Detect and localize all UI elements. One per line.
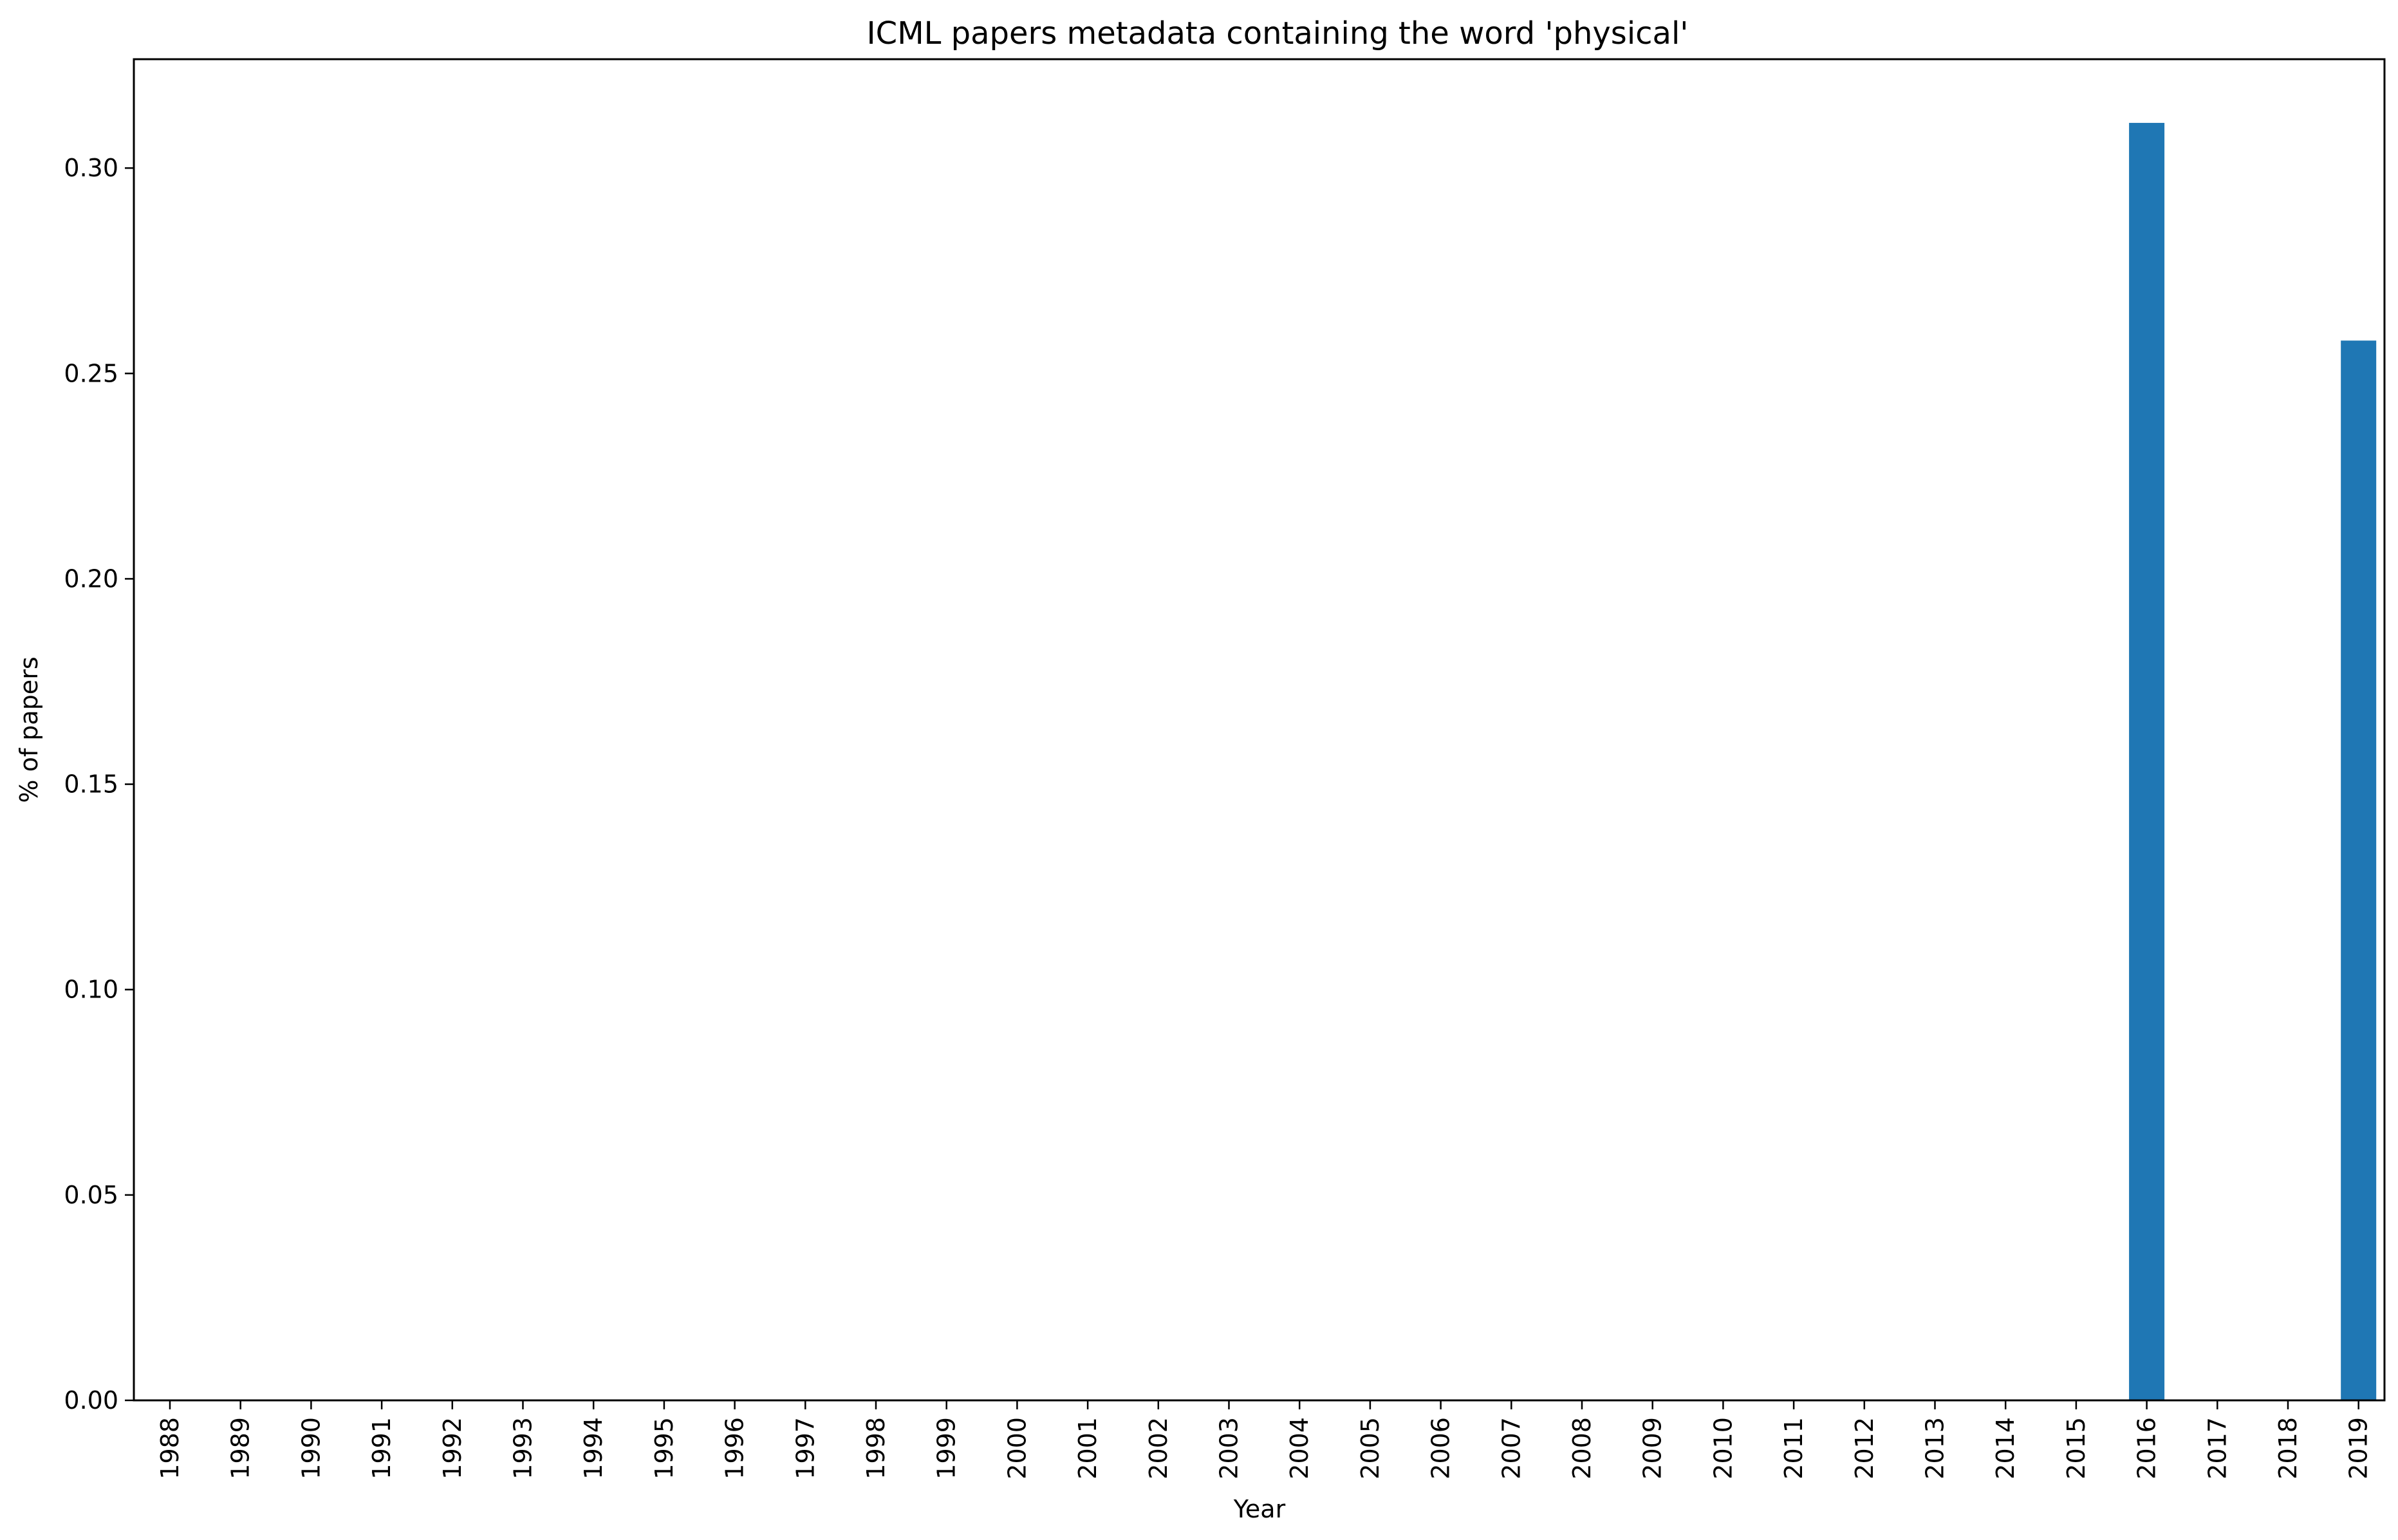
x-tick-label: 1991 — [367, 1417, 396, 1480]
x-tick-label: 1994 — [579, 1417, 608, 1480]
x-axis: 1988 1989 1990 1991 1992 1993 1994 1995 1996 1997… — [156, 1400, 2373, 1480]
x-tick-label: 2010 — [1709, 1417, 1737, 1480]
x-tick-label: 1995 — [650, 1417, 678, 1480]
y-axis-label: % of papers — [15, 656, 43, 802]
x-tick-label: 2004 — [1285, 1417, 1314, 1480]
x-tick-label: 1997 — [791, 1417, 819, 1480]
x-tick-label: 2001 — [1074, 1417, 1102, 1480]
y-tick-label: 0.00 — [64, 1386, 118, 1415]
x-tick-label: 2014 — [1991, 1417, 2020, 1480]
x-tick-label: 1993 — [509, 1417, 537, 1480]
x-tick-label: 2017 — [2203, 1417, 2231, 1480]
x-tick-label: 1998 — [862, 1417, 890, 1480]
x-tick-label: 2006 — [1427, 1417, 1455, 1480]
x-tick-label: 2008 — [1568, 1417, 1596, 1480]
bars-group — [2129, 122, 2377, 1401]
x-tick-label: 2011 — [1780, 1417, 1808, 1480]
x-tick-label: 2015 — [2062, 1417, 2090, 1480]
x-tick-label: 2000 — [1003, 1417, 1031, 1480]
x-tick-label: 1988 — [156, 1417, 184, 1480]
x-tick-label: 2005 — [1356, 1417, 1384, 1480]
x-tick-label: 2013 — [1921, 1417, 1949, 1480]
plot-frame — [133, 58, 2386, 1402]
x-tick-label: 2002 — [1144, 1417, 1173, 1480]
x-tick-label: 2018 — [2274, 1417, 2302, 1480]
y-tick-label: 0.15 — [64, 770, 118, 799]
y-tick-label: 0.10 — [64, 976, 118, 1004]
chart-title: ICML papers metadata containing the word… — [867, 15, 1689, 51]
y-axis: 0.00 0.05 0.10 0.15 0.20 0.25 0.30 — [64, 154, 134, 1415]
x-tick-label: 1992 — [438, 1417, 467, 1480]
bar-2016 — [2129, 122, 2165, 1401]
bar-2019 — [2341, 340, 2377, 1400]
x-tick-label: 2007 — [1497, 1417, 1525, 1480]
x-tick-label: 1989 — [227, 1417, 255, 1480]
y-tick-label: 0.05 — [64, 1181, 118, 1209]
x-axis-label: Year — [1233, 1495, 1286, 1523]
y-tick-label: 0.20 — [64, 564, 118, 593]
x-tick-label: 1999 — [933, 1417, 961, 1480]
x-tick-label: 1996 — [721, 1417, 749, 1480]
x-tick-label: 2009 — [1639, 1417, 1667, 1480]
x-tick-label: 2003 — [1215, 1417, 1243, 1480]
x-tick-label: 2012 — [1850, 1417, 1879, 1480]
x-tick-label: 1990 — [297, 1417, 325, 1480]
x-tick-label: 2019 — [2345, 1417, 2373, 1480]
y-tick-label: 0.25 — [64, 359, 118, 387]
y-tick-label: 0.30 — [64, 154, 118, 182]
x-tick-label: 2016 — [2133, 1417, 2161, 1480]
